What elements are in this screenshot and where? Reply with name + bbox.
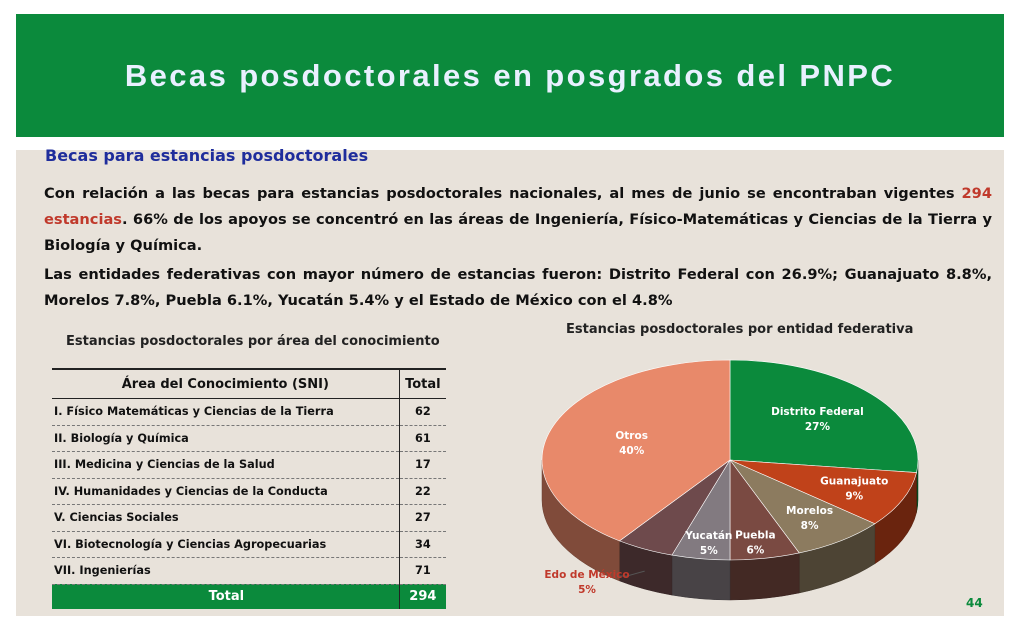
pie-label-yucat-n: Yucatán <box>684 530 732 542</box>
table-cell-area: VII. Ingenierías <box>52 557 400 585</box>
table-cell-area: III. Medicina y Ciencias de la Salud <box>52 451 400 479</box>
table-row: VI. Biotecnología y Ciencias Agropecuari… <box>52 531 446 558</box>
highlight-estancias: 294 estancias <box>44 185 992 228</box>
table-cell-total: 34 <box>398 531 446 558</box>
table-cell-total: 71 <box>398 557 446 585</box>
table-row: VII. Ingenierías 71 <box>52 557 446 585</box>
paragraph-1-text: Con relación a las becas para estancias … <box>44 185 962 202</box>
table-row: II. Biología y Química 61 <box>52 425 446 452</box>
pie-label-otros: Otros <box>615 430 648 442</box>
table-total-row: Total 294 <box>52 584 446 609</box>
table-cell-total: 27 <box>398 504 446 532</box>
pie-label-edo-de-m-xico: Edo de México <box>544 569 629 581</box>
page-title: Becas posdoctorales en posgrados del PNP… <box>124 58 896 93</box>
pie-slice-distrito-federal <box>729 359 919 473</box>
table-row: III. Medicina y Ciencias de la Salud 17 <box>52 451 446 479</box>
title-bar: Becas posdoctorales en posgrados del PNP… <box>16 14 1004 137</box>
table-cell-area: V. Ciencias Sociales <box>52 504 400 532</box>
table-cell-area: VI. Biotecnología y Ciencias Agropecuari… <box>52 531 400 558</box>
table-header-area: Área del Conocimiento (SNI) <box>52 368 400 399</box>
knowledge-area-table: Área del Conocimiento (SNI) Total I. Fís… <box>52 368 446 609</box>
pie-slice-otros <box>541 359 731 542</box>
paragraph-2: Las entidades federativas con mayor núme… <box>44 266 992 309</box>
table-caption: Estancias posdoctorales por área del con… <box>66 334 440 349</box>
paragraph-1-text-2: . 66% de los apoyos se concentró en las … <box>44 211 992 254</box>
pie-value-guanajuato: 9% <box>845 491 863 503</box>
pie-slice-side-4 <box>671 554 731 601</box>
table-cell-area: I. Físico Matemáticas y Ciencias de la T… <box>52 398 400 426</box>
table-row: IV. Humanidades y Ciencias de la Conduct… <box>52 478 446 505</box>
pie-label-morelos: Morelos <box>786 505 833 517</box>
pie-value-morelos: 8% <box>801 520 819 532</box>
table-total-label: Total <box>52 584 400 609</box>
pie-value-otros: 40% <box>619 445 645 457</box>
table-cell-area: II. Biología y Química <box>52 425 400 452</box>
pie-value-distrito-federal: 27% <box>805 421 831 433</box>
paragraph-1: Con relación a las becas para estancias … <box>44 181 992 259</box>
table-row: I. Físico Matemáticas y Ciencias de la T… <box>52 398 446 426</box>
table-header-row: Área del Conocimiento (SNI) Total <box>52 368 446 399</box>
pie-chart: Distrito Federal 27% Guanajuato 9% Morelos 8%… <box>541 359 919 601</box>
pie-value-yucat-n: 5% <box>700 545 718 557</box>
pie-value-puebla: 6% <box>746 545 764 557</box>
section-subtitle: Becas para estancias posdoctorales <box>45 146 369 165</box>
table-cell-total: 61 <box>398 425 446 452</box>
pie-slice-guanajuato <box>729 459 917 525</box>
pie-slice-morelos <box>729 459 876 554</box>
page-number: 44 <box>966 596 983 610</box>
table-cell-total: 17 <box>398 451 446 479</box>
table-total-value: 294 <box>398 584 446 609</box>
chart-caption: Estancias posdoctorales por entidad fede… <box>566 322 914 337</box>
pie-label-puebla: Puebla <box>735 530 776 542</box>
leader-line-edo-de-mexico <box>615 570 645 577</box>
pie-label-distrito-federal: Distrito Federal <box>771 406 864 418</box>
pie-label-guanajuato: Guanajuato <box>820 476 888 488</box>
table-row: V. Ciencias Sociales 27 <box>52 504 446 532</box>
pie-value-edo-de-m-xico: 5% <box>578 584 596 596</box>
table-header-total: Total <box>398 368 446 399</box>
table-cell-total: 62 <box>398 398 446 426</box>
table-cell-total: 22 <box>398 478 446 505</box>
table-cell-area: IV. Humanidades y Ciencias de la Conduct… <box>52 478 400 505</box>
